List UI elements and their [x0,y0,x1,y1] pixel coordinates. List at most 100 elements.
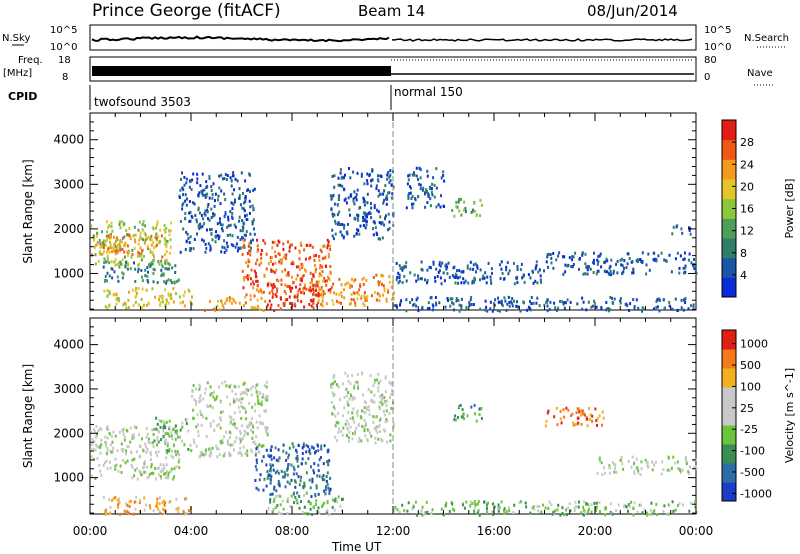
data-cell [244,410,247,414]
data-cell [255,288,258,292]
data-cell [432,176,435,180]
data-cell [134,267,137,271]
data-cell [431,508,434,512]
colorbar-tick-label: 8 [740,247,747,260]
data-cell [265,484,268,488]
data-cell [600,307,603,311]
data-cell [550,256,553,260]
data-cell [523,280,526,284]
data-cell [469,260,472,264]
data-cell [381,221,384,225]
data-cell [139,234,142,238]
data-cell [494,298,497,302]
data-region [544,406,605,428]
data-cell [359,415,362,419]
data-cell [195,218,198,222]
data-cell [142,465,145,469]
data-cell [663,258,666,262]
data-cell [506,302,509,306]
data-cell [294,485,297,489]
data-cell [126,253,129,257]
data-cell [119,260,122,264]
data-region [545,251,698,277]
data-cell [326,471,329,475]
data-cell [480,417,483,420]
data-cell [351,411,354,415]
data-cell [363,400,366,404]
data-cell [165,470,168,473]
data-cell [615,470,618,474]
data-cell [158,419,161,422]
data-cell [360,296,363,300]
data-cell [119,240,122,243]
data-cell [337,176,340,180]
data-cell [118,245,121,249]
data-cell [165,279,168,283]
data-cell [497,300,500,304]
data-cell [105,452,108,456]
data-cell [151,259,154,263]
data-cell [363,295,366,299]
data-cell [504,299,507,303]
data-cell [163,508,166,512]
data-cell [159,470,162,474]
data-cell [586,424,589,428]
data-cell [149,248,152,252]
data-cell [288,295,291,299]
data-cell [340,430,343,433]
data-cell [107,427,110,431]
data-cell [205,195,208,199]
data-cell [210,207,213,211]
data-cell [390,183,393,187]
data-cell [341,233,344,237]
data-cell [189,299,192,303]
data-cell [164,239,167,243]
data-cell [127,263,130,267]
data-cell [123,509,126,513]
data-cell [426,281,429,285]
data-cell [591,419,594,423]
data-cell [234,392,237,396]
colorbar-swatch [722,179,736,200]
data-cell [173,426,176,430]
data-cell [102,239,105,243]
data-cell [472,303,475,306]
data-cell [105,459,108,463]
plot-title: Prince George (fitACF) [92,1,281,21]
data-cell [650,501,653,505]
data-cell [486,510,489,514]
data-cell [631,455,634,459]
data-cell [667,512,670,516]
data-cell [106,294,109,298]
data-cell [688,472,691,476]
data-cell [211,406,214,410]
data-cell [466,264,469,268]
data-cell [127,267,129,271]
data-cell [683,299,686,303]
data-cell [380,417,382,420]
data-cell [261,395,264,399]
data-cell [353,420,356,424]
data-cell [355,232,358,235]
data-cell [405,309,408,313]
data-cell [131,465,134,469]
data-cell [133,435,136,439]
data-cell [337,183,340,187]
data-cell [111,267,114,271]
data-cell [254,402,256,406]
data-cell [104,512,107,516]
data-cell [156,467,159,471]
data-cell [303,481,306,485]
data-cell [165,463,168,467]
data-cell [96,432,98,436]
data-cell [646,461,649,465]
data-cell [169,238,172,242]
data-cell [161,501,164,505]
data-cell [121,240,124,244]
data-cell [380,400,383,404]
data-cell [335,421,338,424]
data-cell [412,303,415,307]
data-cell [415,304,418,308]
data-cell [305,471,308,475]
data-cell [373,206,376,210]
